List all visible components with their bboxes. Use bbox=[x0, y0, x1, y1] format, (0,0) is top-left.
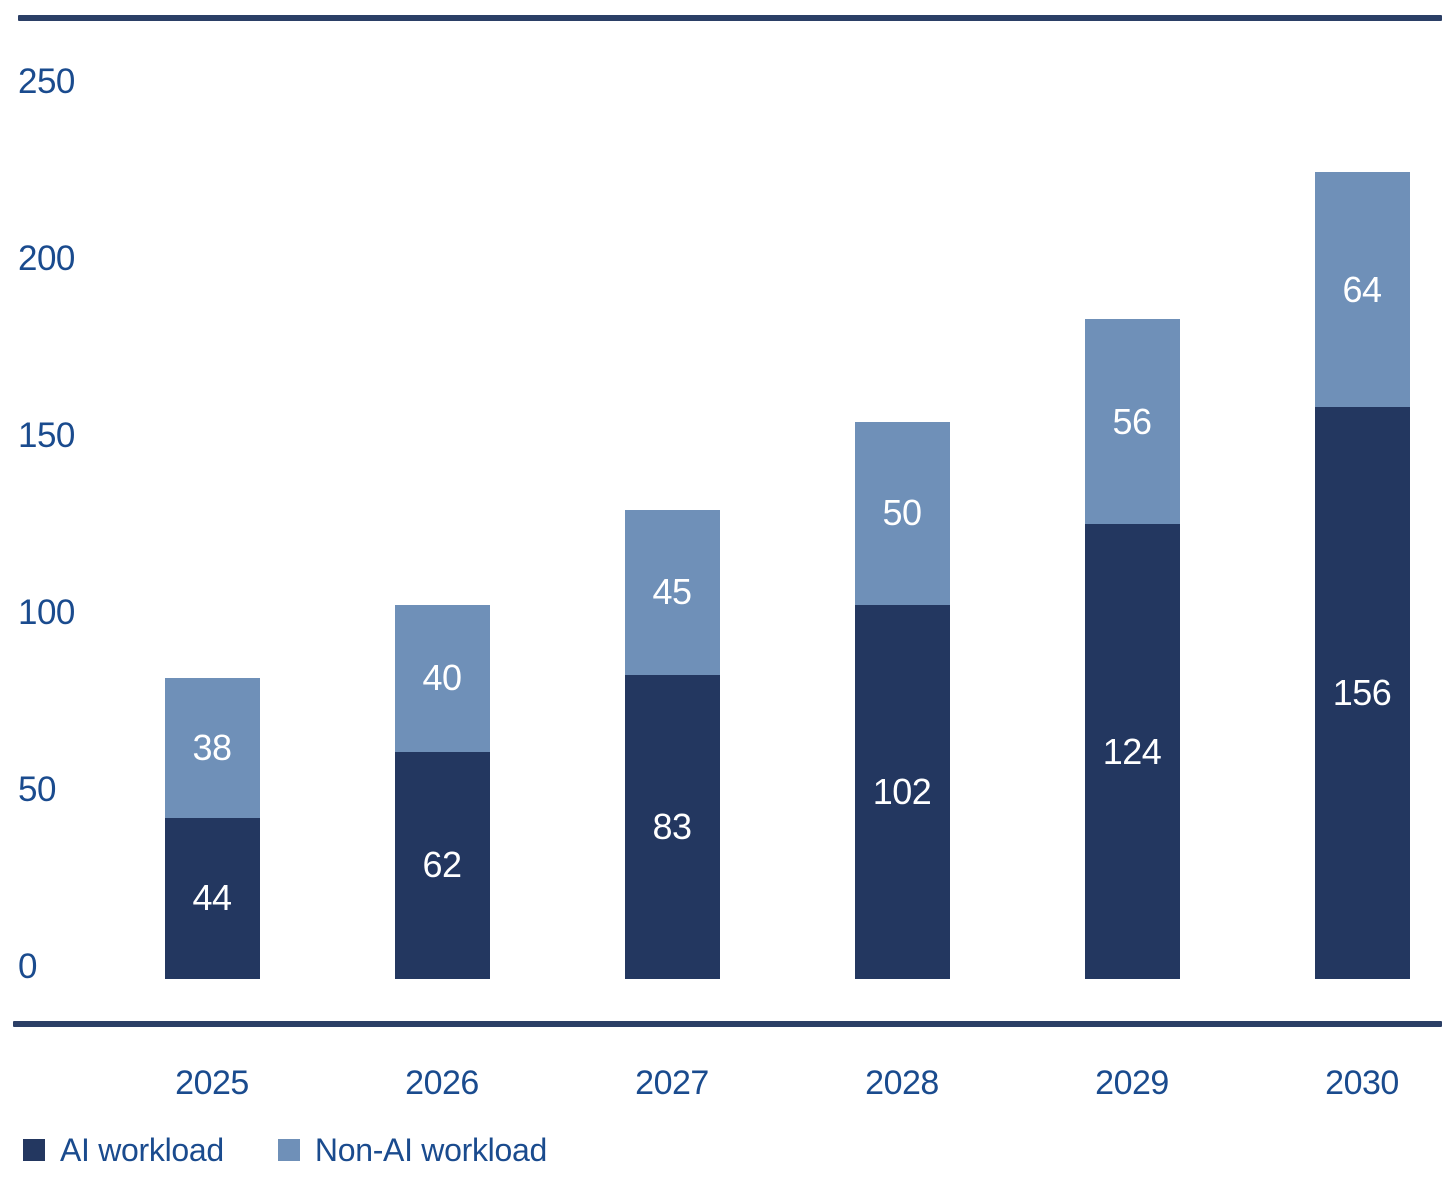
x-axis-label-2030: 2030 bbox=[1325, 1064, 1399, 1102]
x-axis-label-2025: 2025 bbox=[175, 1064, 249, 1102]
bar-2030: 64 156 bbox=[1314, 172, 1410, 979]
value-label-ai-2026: 62 bbox=[422, 844, 462, 886]
x-axis-label-2027: 2027 bbox=[635, 1064, 709, 1102]
value-label-ai-2029: 124 bbox=[1102, 730, 1162, 772]
value-label-non-ai-2028: 50 bbox=[882, 492, 922, 534]
y-tick-label-200: 200 bbox=[18, 238, 75, 278]
bar-2026: 40 62 bbox=[394, 604, 490, 979]
legend-label-non-ai-workload: Non-AI workload bbox=[314, 1132, 547, 1168]
y-tick-label-100: 100 bbox=[18, 592, 75, 632]
value-label-non-ai-2029: 56 bbox=[1112, 400, 1152, 442]
legend-swatch-non-ai-workload bbox=[277, 1139, 300, 1161]
y-tick-label-50: 50 bbox=[18, 769, 56, 809]
value-label-ai-2030: 156 bbox=[1332, 671, 1392, 713]
value-label-ai-2027: 83 bbox=[652, 805, 692, 847]
x-axis-rule bbox=[13, 1021, 1442, 1027]
value-label-ai-2025: 44 bbox=[192, 877, 232, 919]
value-label-non-ai-2030: 64 bbox=[1342, 268, 1382, 310]
x-axis-label-2028: 2028 bbox=[865, 1064, 939, 1102]
bar-segment-non-ai-2029: 56 bbox=[1084, 318, 1180, 525]
value-label-non-ai-2027: 45 bbox=[652, 571, 692, 613]
legend-item-non-ai-workload: Non-AI workload bbox=[277, 1132, 547, 1168]
bar-segment-ai-2028: 102 bbox=[854, 604, 950, 979]
value-label-ai-2028: 102 bbox=[872, 770, 932, 812]
bar-segment-non-ai-2027: 45 bbox=[624, 509, 720, 675]
bar-segment-non-ai-2026: 40 bbox=[394, 604, 490, 752]
bar-2025: 38 44 bbox=[164, 678, 260, 979]
legend: AI workload Non-AI workload bbox=[23, 1134, 547, 1166]
bar-segment-non-ai-2025: 38 bbox=[164, 678, 260, 818]
bar-segment-ai-2030: 156 bbox=[1314, 406, 1410, 979]
bar-segment-ai-2025: 44 bbox=[164, 817, 260, 979]
legend-swatch-ai-workload bbox=[23, 1139, 45, 1161]
y-tick-label-0: 0 bbox=[18, 946, 37, 986]
bar-segment-ai-2026: 62 bbox=[394, 751, 490, 979]
x-axis-label-2026: 2026 bbox=[405, 1064, 479, 1102]
bar-2028: 50 102 bbox=[854, 421, 950, 979]
legend-item-ai-workload: AI workload bbox=[23, 1134, 224, 1166]
value-label-non-ai-2025: 38 bbox=[192, 726, 232, 768]
legend-label-ai-workload: AI workload bbox=[60, 1132, 224, 1168]
top-border-rule bbox=[18, 15, 1442, 21]
bar-segment-non-ai-2030: 64 bbox=[1314, 172, 1410, 407]
y-tick-label-250: 250 bbox=[18, 61, 75, 101]
bar-segment-ai-2027: 83 bbox=[624, 674, 720, 979]
x-axis-label-2029: 2029 bbox=[1095, 1064, 1169, 1102]
value-label-non-ai-2026: 40 bbox=[422, 657, 462, 699]
bar-segment-ai-2029: 124 bbox=[1084, 524, 1180, 979]
bar-segment-non-ai-2028: 50 bbox=[854, 421, 950, 605]
y-tick-label-150: 150 bbox=[18, 415, 75, 455]
bar-2029: 56 124 bbox=[1084, 318, 1180, 979]
bar-2027: 45 83 bbox=[624, 509, 720, 979]
